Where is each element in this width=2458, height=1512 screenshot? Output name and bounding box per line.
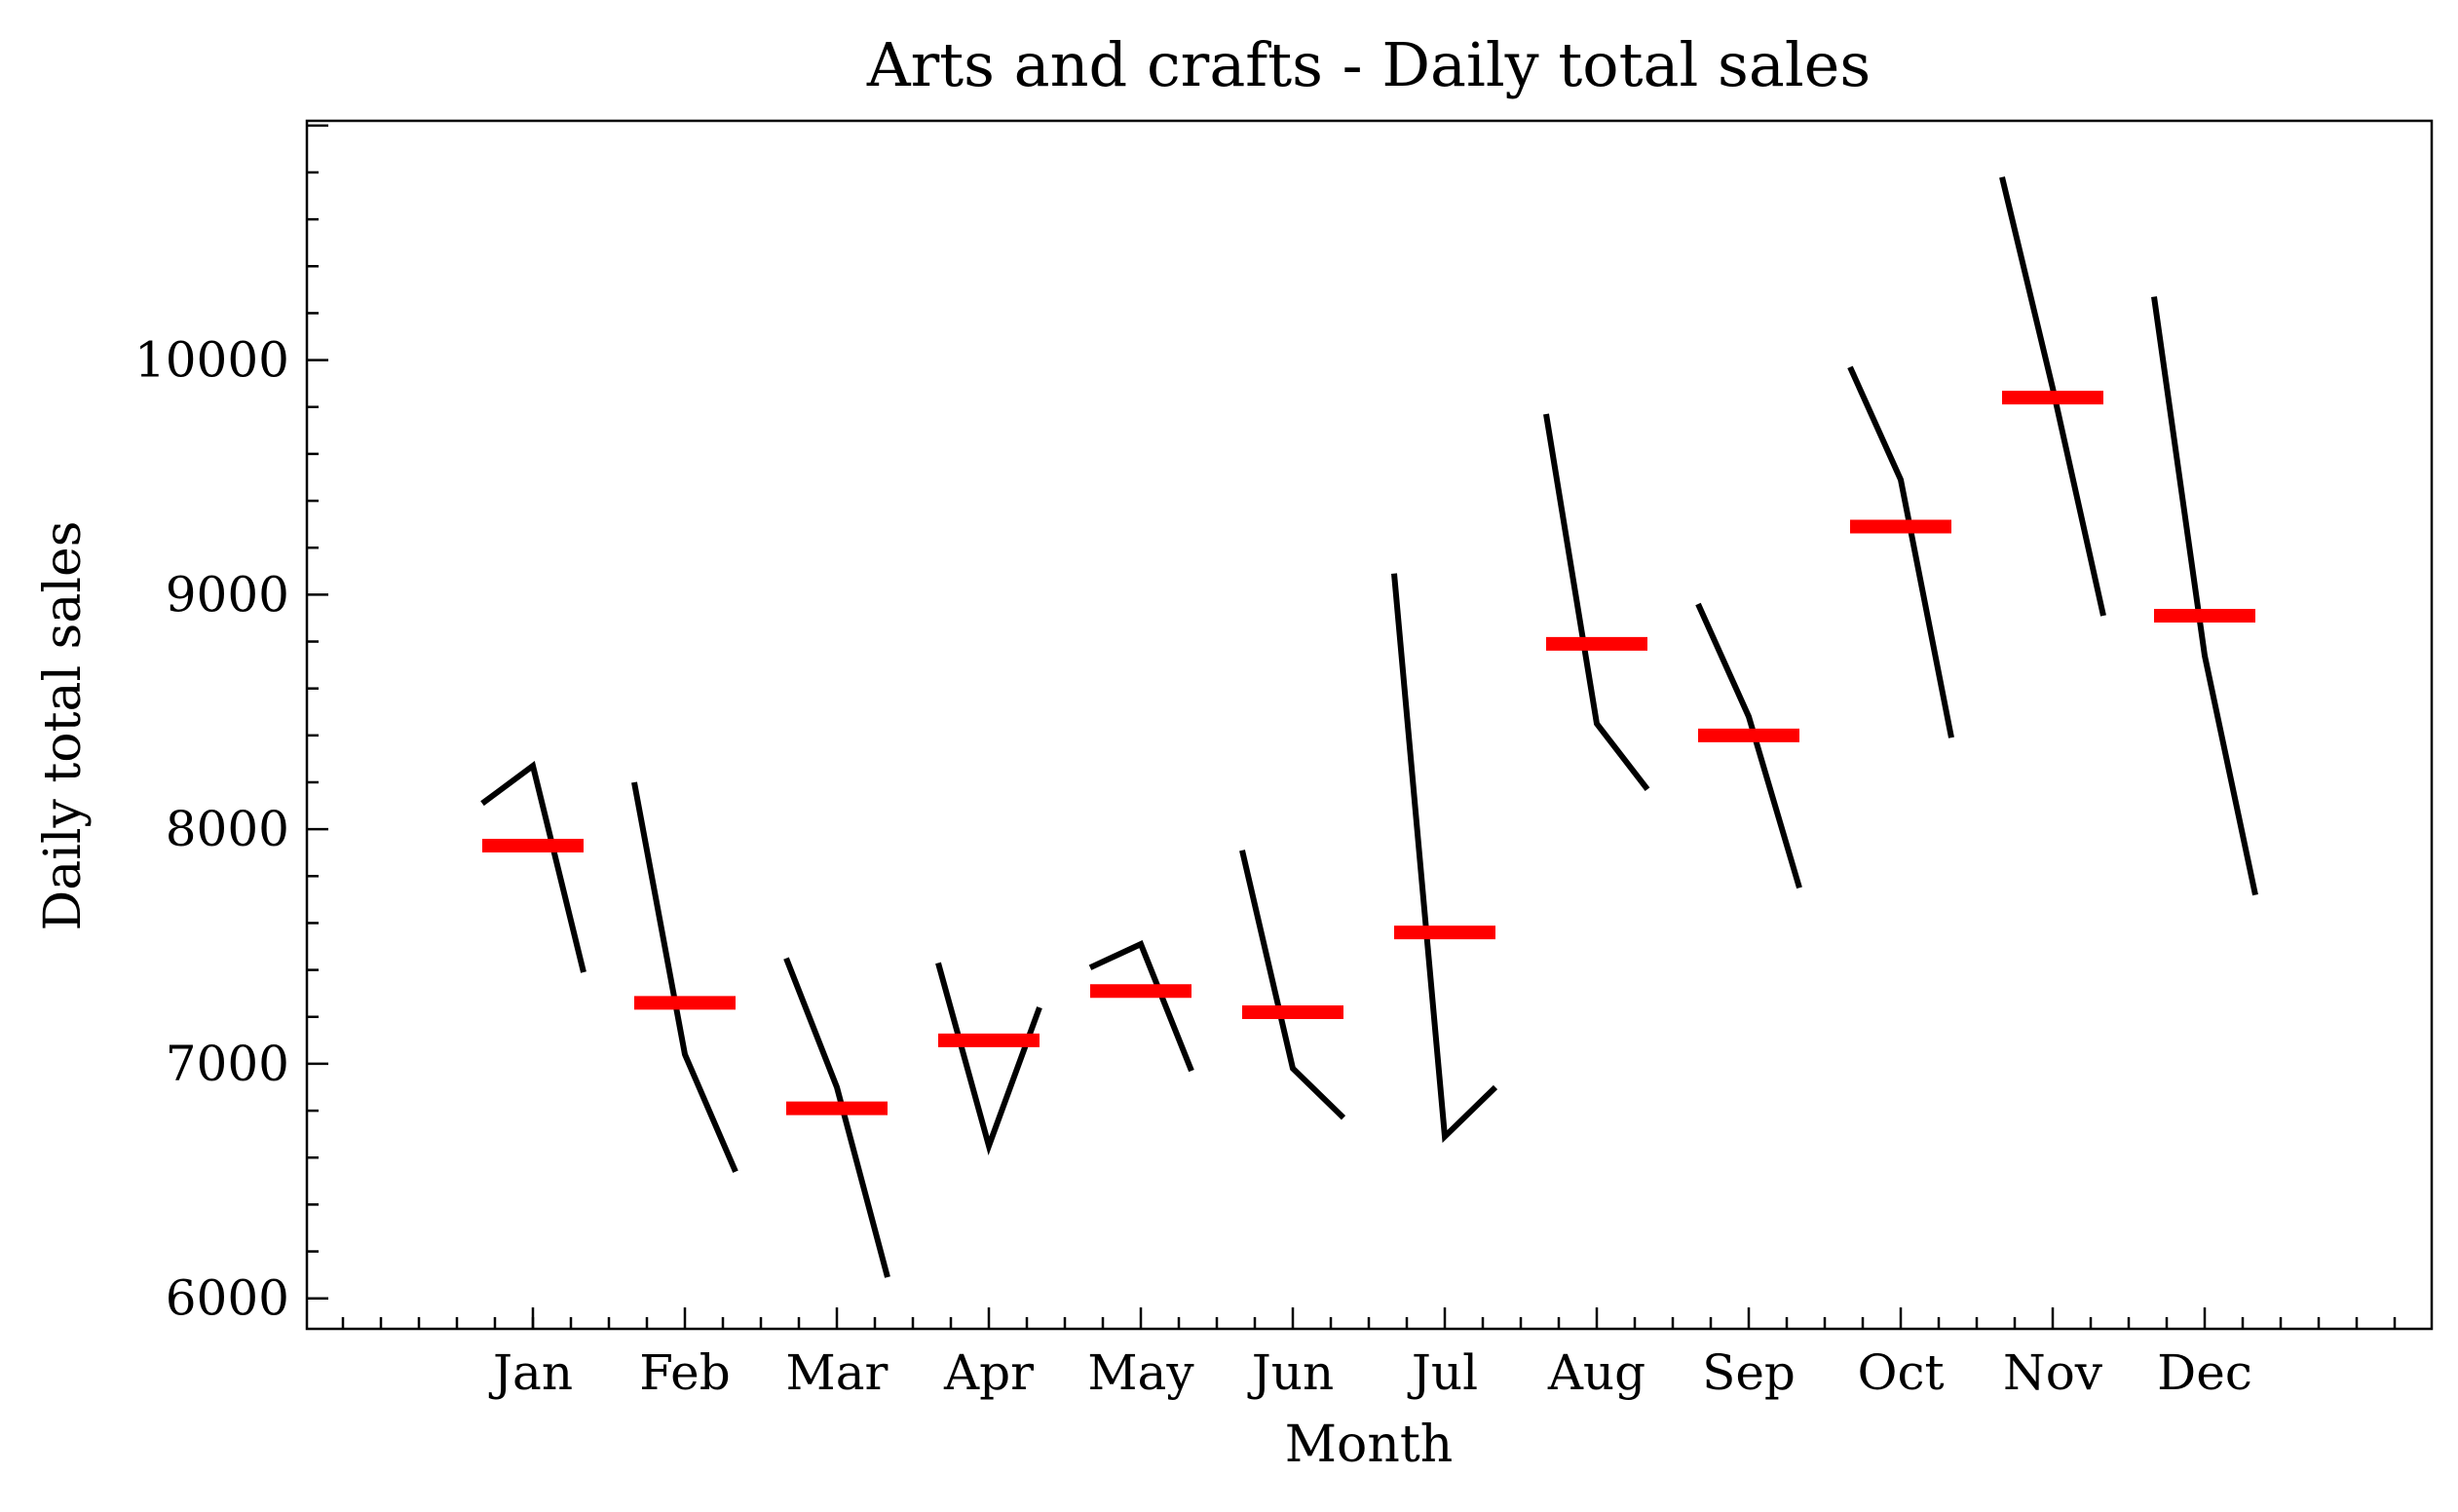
series-line-jan <box>480 760 586 973</box>
x-tick-label: Jan <box>488 1344 573 1401</box>
series-line-nov <box>1999 176 2106 617</box>
series-line-jul <box>1391 573 1498 1144</box>
series-line-aug <box>1543 413 1650 792</box>
x-tick-label: Nov <box>2003 1344 2103 1401</box>
series-line-may <box>1088 940 1194 1073</box>
series-line-dec <box>2151 296 2258 896</box>
x-tick-label: Sep <box>1702 1344 1796 1401</box>
x-axis-label: Month <box>1285 1416 1453 1474</box>
y-axis-label: Daily total sales <box>34 521 93 931</box>
y-tick-label: 8000 <box>166 801 289 857</box>
y-tick-label: 10000 <box>134 332 289 389</box>
x-tick-label: Jul <box>1407 1344 1478 1401</box>
series-line-oct <box>1847 365 1954 738</box>
x-tick-label: Feb <box>639 1344 731 1401</box>
y-tick-label: 7000 <box>166 1036 289 1092</box>
x-tick-label: Aug <box>1547 1344 1645 1401</box>
series-line-apr <box>935 962 1042 1156</box>
series-line-feb <box>631 781 738 1173</box>
series-line-sep <box>1695 602 1802 889</box>
series-line-mar <box>783 957 890 1278</box>
y-tick-label: 9000 <box>166 566 289 623</box>
plot-frame <box>305 119 2434 1331</box>
chart-title: Arts and crafts - Daily total sales <box>866 29 1871 100</box>
x-tick-label: Apr <box>943 1344 1034 1401</box>
x-tick-label: Dec <box>2157 1344 2252 1401</box>
plot-area: 6000 7000 8000 9000 10000 Jan Feb Mar Apr May Jun J… <box>134 124 2397 1401</box>
series-line-jun <box>1239 850 1346 1120</box>
x-tick-label: Jun <box>1247 1344 1334 1401</box>
x-tick-label: Mar <box>786 1344 889 1401</box>
x-tick-label: Oct <box>1857 1344 1944 1401</box>
x-tick-label: May <box>1087 1344 1194 1401</box>
y-tick-label: 6000 <box>166 1270 289 1327</box>
